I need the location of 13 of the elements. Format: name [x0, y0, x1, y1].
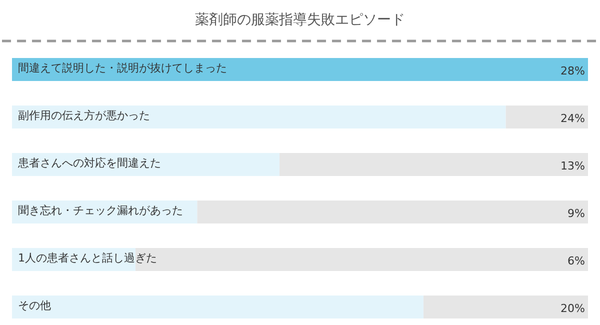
data-label: 9% — [568, 207, 585, 220]
title: 薬剤師の服薬指導失敗エピソード — [195, 12, 405, 28]
y-tick-label: 聞き忘れ・チェック漏れがあった — [18, 204, 183, 218]
y-tick-label: その他 — [18, 299, 51, 312]
y-tick-label: 間違えて説明した・説明が抜けてしまった — [18, 62, 227, 75]
y-tick-label: 副作用の伝え方が悪かった — [18, 109, 150, 122]
data-label: 6% — [568, 254, 585, 268]
data-label: 24% — [560, 112, 585, 126]
y-tick-label: 1人の患者さんと話し過ぎた — [18, 252, 157, 265]
y-tick-label: 患者さんへの対応を間違えた — [17, 156, 161, 170]
data-label: 13% — [560, 160, 585, 173]
data-label: 20% — [560, 302, 585, 316]
data-label: 28% — [560, 64, 585, 78]
